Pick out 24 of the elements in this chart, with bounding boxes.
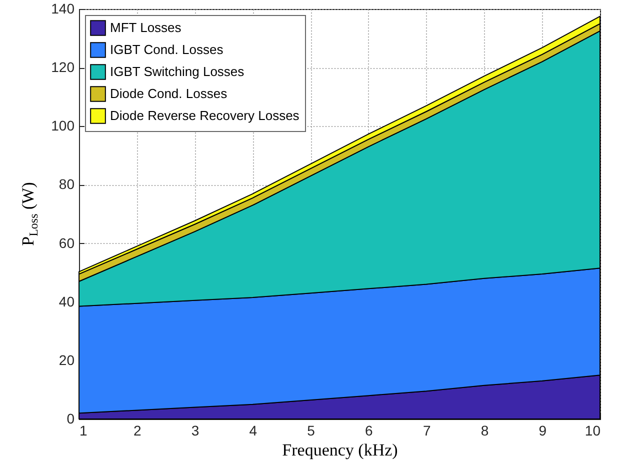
- y-tick-label: 20: [58, 352, 75, 368]
- y-tick-label: 0: [66, 410, 75, 426]
- legend-label: IGBT Cond. Losses: [110, 42, 224, 57]
- x-tick-label: 1: [80, 422, 88, 438]
- legend-label: Diode Cond. Losses: [110, 86, 228, 101]
- x-tick-label: 7: [422, 422, 431, 438]
- x-axis-title: Frequency (kHz): [282, 440, 398, 460]
- x-tick-label: 6: [365, 422, 374, 438]
- y-tick-label: 100: [51, 118, 75, 134]
- legend-label: Diode Reverse Recovery Losses: [110, 108, 300, 123]
- y-tick-label: 120: [51, 59, 75, 76]
- x-tick-label: 8: [480, 422, 489, 438]
- x-tick-label: 4: [249, 422, 258, 438]
- y-tick-label: 40: [58, 293, 75, 310]
- x-tick-label: 5: [307, 422, 316, 438]
- y-tick-label: 140: [51, 0, 75, 16]
- x-tick-label: 3: [191, 422, 200, 438]
- legend-label: IGBT Switching Losses: [110, 64, 245, 79]
- x-tick-label: 2: [133, 422, 142, 438]
- y-tick-label: 60: [58, 234, 75, 251]
- legend-label: MFT Losses: [110, 20, 182, 35]
- y-tick-label: 80: [58, 176, 75, 192]
- x-tick-label: 10: [584, 422, 601, 438]
- x-tick-label: 9: [538, 422, 547, 438]
